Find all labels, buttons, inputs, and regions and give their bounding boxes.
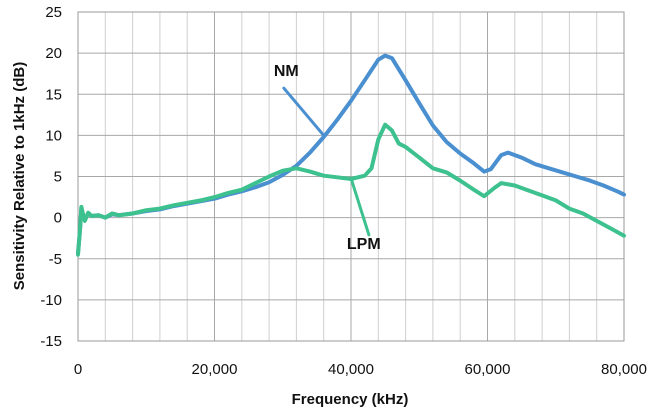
x-tick-label: 80,000 xyxy=(601,361,647,378)
series-line-lpm xyxy=(76,122,626,257)
y-tick-label: 25 xyxy=(45,4,62,21)
y-tick-label: -10 xyxy=(40,292,62,309)
plot-frame xyxy=(77,11,625,342)
x-tick-label: 60,000 xyxy=(465,361,511,378)
y-tick-label: 0 xyxy=(54,210,62,227)
y-tick-label: 20 xyxy=(45,45,62,62)
y-tick-label: -15 xyxy=(40,333,62,350)
x-tick-label: 40,000 xyxy=(328,361,374,378)
annotation-leader-nm xyxy=(282,86,326,137)
series-lines xyxy=(76,53,626,257)
x-tick-label: 20,000 xyxy=(192,361,238,378)
y-axis-title: Sensitivity Relative to 1kHz (dB) xyxy=(11,62,28,290)
series-label-nm: NM xyxy=(274,63,299,80)
y-tick-label: -5 xyxy=(49,251,62,268)
x-tick-label: 0 xyxy=(74,361,82,378)
x-axis-title: Frequency (kHz) xyxy=(292,391,409,408)
y-tick-label: 15 xyxy=(45,86,62,103)
series-label-lpm: LPM xyxy=(347,236,381,253)
y-tick-label: 10 xyxy=(45,127,62,144)
annotation-leader-lpm xyxy=(349,176,371,237)
grid-lines xyxy=(77,11,625,342)
tick-labels: 0 20,000 40,000 60,000 80,000 -15 -10 -5 0 5 10 15 2… xyxy=(40,4,647,378)
y-tick-label: 5 xyxy=(54,169,62,186)
annotations: NM LPM xyxy=(274,63,381,253)
